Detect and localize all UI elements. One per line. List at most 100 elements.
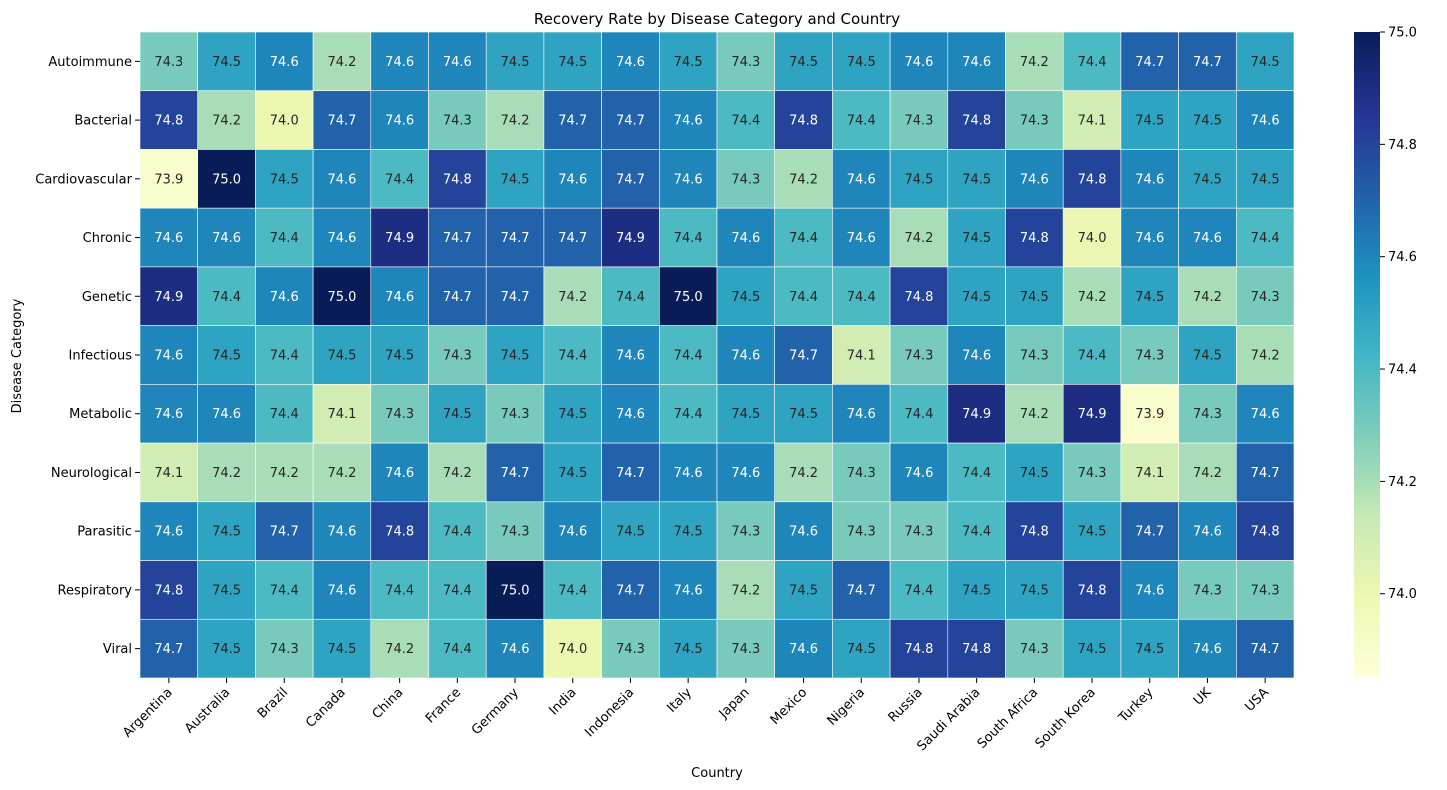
heatmap-cell [832, 501, 891, 561]
heatmap-cell [774, 442, 833, 503]
heatmap-cell [832, 325, 891, 385]
heatmap-cell [1120, 384, 1179, 444]
cell-value-label: 74.5 [501, 349, 530, 364]
cell-value-label: 74.3 [731, 55, 760, 70]
cell-value-label: 74.4 [674, 231, 703, 246]
heatmap-cell [1062, 31, 1122, 92]
cell-value-label: 74.6 [616, 349, 645, 364]
heatmap-cell [428, 442, 487, 503]
cell-value-label: 74.4 [558, 349, 587, 364]
cell-value-label: 74.2 [1193, 466, 1222, 481]
cell-value-label: 74.4 [1251, 231, 1280, 246]
heatmap-cell [543, 442, 602, 503]
heatmap-cell [889, 149, 949, 209]
cell-value-label: 74.7 [616, 114, 645, 129]
heatmap-cell [1062, 266, 1122, 326]
heatmap-cell [370, 384, 429, 444]
x-tick-label: Mexico [768, 685, 811, 728]
heatmap-cell [312, 618, 372, 679]
cell-value-label: 74.9 [385, 231, 414, 246]
x-tick-label: Canada [303, 685, 349, 731]
cell-value-label: 74.5 [1193, 114, 1222, 129]
cell-value-label: 74.3 [1020, 349, 1049, 364]
cell-value-label: 74.4 [616, 290, 645, 305]
x-tick-labels: Argentina Australia Brazil Canada China Franc… [120, 678, 1272, 754]
cell-value-label: 74.6 [1135, 231, 1164, 246]
cell-value-label: 74.2 [270, 466, 299, 481]
cell-value-label: 74.7 [847, 583, 876, 598]
cell-value-label: 74.1 [327, 407, 356, 422]
heatmap-cell [312, 560, 372, 620]
heatmap-cell [1178, 149, 1237, 209]
heatmap-cell [716, 149, 776, 209]
cell-value-label: 74.3 [1020, 114, 1049, 129]
x-tick-label: Turkey [1115, 685, 1156, 726]
heatmap-cell [1178, 207, 1237, 268]
heatmap-cell [1005, 325, 1064, 385]
colorbar-tick-label: 74.4 [1388, 363, 1417, 378]
cell-value-label: 74.4 [443, 583, 472, 598]
cell-value-label: 74.7 [616, 172, 645, 187]
cell-value-label: 74.3 [847, 525, 876, 540]
cell-value-label: 74.3 [1135, 349, 1164, 364]
heatmap-cell [312, 31, 372, 92]
heatmap-cell [1236, 90, 1295, 150]
cell-value-label: 74.5 [501, 172, 530, 187]
heatmap-cell [197, 325, 256, 385]
heatmap-cell [774, 384, 833, 444]
heatmap-cell [889, 207, 949, 268]
cell-value-label: 74.3 [385, 407, 414, 422]
y-tick-label: Bacterial [74, 114, 132, 129]
cell-value-label: 74.2 [327, 466, 356, 481]
heatmap-cell [428, 207, 487, 268]
heatmap-cell [947, 90, 1006, 150]
cell-value-label: 74.5 [616, 525, 645, 540]
heatmap-cell [889, 31, 949, 92]
heatmap-cell [543, 560, 602, 620]
heatmap-cell [889, 560, 949, 620]
heatmap-cell [197, 31, 256, 92]
cell-value-label: 74.4 [904, 583, 933, 598]
heatmap-cell [1236, 207, 1295, 268]
heatmap-cell [774, 266, 833, 326]
heatmap-cell [947, 560, 1006, 620]
heatmap-cell [312, 501, 372, 561]
heatmap-cell [1178, 266, 1237, 326]
cell-value-label: 74.7 [501, 231, 530, 246]
heatmap-cell [947, 31, 1006, 92]
cell-value-label: 74.3 [443, 114, 472, 129]
cell-value-label: 74.5 [558, 55, 587, 70]
colorbar-tick-label: 74.6 [1388, 250, 1417, 265]
heatmap-cell [716, 325, 776, 385]
chart-title: Recovery Rate by Disease Category and Co… [534, 10, 900, 28]
x-tick-label: South Korea [1033, 685, 1099, 751]
cell-value-label: 74.4 [385, 172, 414, 187]
heatmap-cell [312, 325, 372, 385]
heatmap-cell [947, 207, 1006, 268]
cell-value-label: 74.5 [731, 290, 760, 305]
heatmap-cell [197, 149, 256, 209]
cell-value-label: 74.3 [904, 525, 933, 540]
cell-value-label: 74.6 [385, 114, 414, 129]
cell-value-label: 74.9 [154, 290, 183, 305]
cell-value-label: 74.5 [674, 525, 703, 540]
cell-value-label: 74.8 [789, 114, 818, 129]
heatmap-cell [485, 442, 545, 503]
cell-value-label: 74.6 [789, 525, 818, 540]
cell-value-label: 74.2 [1193, 290, 1222, 305]
heatmap-cell [485, 560, 545, 620]
heatmap-cell [1005, 442, 1064, 503]
heatmap-cell [1236, 618, 1295, 679]
cell-value-label: 74.6 [154, 407, 183, 422]
heatmap-cell [947, 325, 1006, 385]
heatmap-cell [1005, 266, 1064, 326]
cell-value-label: 74.5 [1078, 525, 1107, 540]
heatmap-cell [832, 560, 891, 620]
cell-value-label: 75.0 [501, 583, 530, 598]
heatmap-cell [428, 31, 487, 92]
heatmap-cell [947, 501, 1006, 561]
x-tick-label: USA [1242, 685, 1272, 715]
cell-value-label: 74.9 [962, 407, 991, 422]
cell-value-label: 74.3 [731, 642, 760, 657]
heatmap-cell [255, 149, 314, 209]
